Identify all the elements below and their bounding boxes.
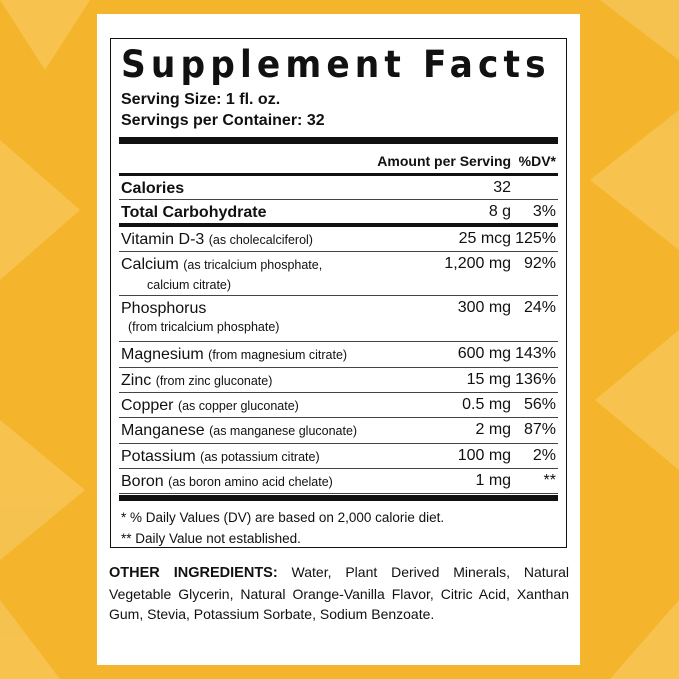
nutrient-note: (from tricalcium phosphate) [128,319,280,334]
footnote: ** Daily Value not established. [121,531,301,546]
footnote: * % Daily Values (DV) are based on 2,000… [121,510,445,525]
nutrient-name: Phosphorus [121,299,207,317]
title: Supplement Facts [121,43,551,86]
nutrient-row: Copper (as copper gluconate) 0.5 mg 56% [119,392,558,418]
amount: 600 mg [375,341,514,368]
label-panel: Supplement Facts Serving Size: 1 fl. oz.… [97,14,580,665]
amount: 25 mcg [375,225,514,252]
nutrient-row: Potassium (as potassium citrate) 100 mg 2% [119,443,558,469]
daily-value: 143% [513,341,558,368]
nutrient-name: Magnesium [121,345,204,363]
nutrient-line: Phosphorus (from tricalcium phosphate) [121,300,373,337]
daily-value: 56% [513,392,558,418]
daily-value [513,174,558,200]
nutrient-cell: Total Carbohydrate [119,199,376,227]
amount: 0.5 mg [375,392,514,418]
other-ingredients: OTHER INGREDIENTS: Water, Plant Derived … [109,562,569,625]
nutrient-line: Manganese (as manganese gluconate) [121,422,357,439]
nutrient-row: Boron (as boron amino acid chelate) 1 mg *… [119,468,558,494]
nutrient-cell: Potassium (as potassium citrate) [119,443,376,469]
amount: 32 [375,174,514,200]
nutrient-cell: Calcium (as tricalcium phosphate, calciu… [119,251,376,296]
nutrient-line: Boron (as boron amino acid chelate) [121,473,333,490]
daily-value: 136% [513,367,558,393]
nutrient-name: Total Carbohydrate [121,203,267,221]
nutrient-row: Calories 32 [119,174,558,200]
amount: 1,200 mg [375,251,514,296]
daily-value: 3% [513,199,558,227]
nutrient-note: (as manganese gluconate) [209,423,358,438]
nutrient-cell: Copper (as copper gluconate) [119,392,376,418]
nutrient-row: Total Carbohydrate 8 g 3% [119,199,558,227]
nutrient-name: Copper [121,396,174,414]
nutrient-name: Calcium [121,255,179,273]
daily-value: 2% [513,443,558,469]
nutrient-line: Zinc (from zinc gluconate) [121,372,272,389]
amount: 8 g [375,199,514,227]
nutrient-note: (as copper gluconate) [177,398,299,413]
nutrient-cell: Boron (as boron amino acid chelate) [119,468,376,494]
nutrient-note: (from zinc gluconate) [155,373,273,388]
nutrient-row: Calcium (as tricalcium phosphate, calciu… [119,251,558,296]
amount-header: Amount per Serving [377,153,512,169]
nutrient-cell: Magnesium (from magnesium citrate) [119,341,376,368]
nutrient-line: Copper (as copper gluconate) [121,397,299,414]
nutrient-name: Zinc [121,371,152,389]
amount: 300 mg [375,295,514,342]
daily-value: 125% [513,225,558,252]
daily-value: 87% [513,417,558,444]
facts-box: Supplement Facts Serving Size: 1 fl. oz.… [110,38,567,548]
servings-per-container: Servings per Container: 32 [121,112,325,129]
nutrient-row: Magnesium (from magnesium citrate) 600 mg… [119,341,558,368]
divider [119,495,558,501]
nutrient-row: Zinc (from zinc gluconate) 15 mg 136% [119,367,558,393]
nutrient-line: Vitamin D-3 (as cholecalciferol) [121,231,313,248]
nutrient-row: Phosphorus (from tricalcium phosphate) 30… [119,295,558,342]
nutrient-cell: Vitamin D-3 (as cholecalciferol) [119,225,376,252]
amount: 1 mg [375,468,514,494]
nutrient-cell: Calories [119,174,376,200]
serving-size: Serving Size: 1 fl. oz. [121,91,281,108]
nutrient-note: (from magnesium citrate) [208,347,348,362]
other-text: Water, Plant Derived Minerals, Natural V… [109,564,570,622]
nutrient-note: (as potassium citrate) [200,449,320,464]
nutrient-row: Vitamin D-3 (as cholecalciferol) 25 mcg 12… [119,225,558,252]
amount: 2 mg [375,417,514,444]
nutrient-name: Boron [121,472,164,490]
facts-table: Amount per Serving %DV* Calories 32 Total … [119,146,558,494]
nutrient-name: Vitamin D-3 [121,231,205,248]
nutrient-note: (as cholecalciferol) [208,233,313,247]
divider [119,137,558,144]
footnotes: * % Daily Values (DV) are based on 2,000… [121,507,444,549]
nutrient-name: Manganese [121,421,205,439]
dv-header: %DV* [518,153,556,169]
daily-value: 92% [513,251,558,296]
nutrient-name: Potassium [121,447,196,465]
other-heading: OTHER INGREDIENTS: [109,565,278,581]
nutrient-name: Calories [121,179,185,197]
nutrient-line: Potassium (as potassium citrate) [121,448,320,465]
header-row: Amount per Serving %DV* [119,146,558,174]
daily-value: 24% [513,295,558,342]
nutrient-line: Calcium (as tricalcium phosphate, calciu… [121,255,327,295]
nutrient-cell: Phosphorus (from tricalcium phosphate) [119,295,376,342]
nutrient-cell: Manganese (as manganese gluconate) [119,417,376,444]
amount: 15 mg [375,367,514,393]
daily-value: ** [513,468,558,494]
nutrient-note: (as boron amino acid chelate) [168,474,333,489]
nutrient-note: (as tricalcium phosphate, calcium citrat… [147,257,323,292]
nutrient-cell: Zinc (from zinc gluconate) [119,367,376,393]
amount: 100 mg [375,443,514,469]
nutrient-line: Magnesium (from magnesium citrate) [121,346,347,363]
nutrient-row: Manganese (as manganese gluconate) 2 mg 87… [119,417,558,444]
